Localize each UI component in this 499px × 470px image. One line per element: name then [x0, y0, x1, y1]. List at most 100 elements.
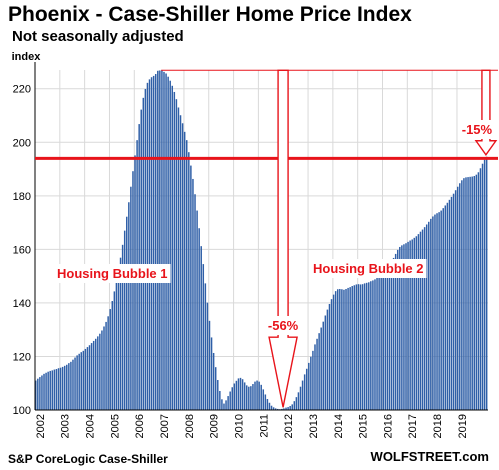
bar [169, 80, 171, 410]
chart-subtitle: Not seasonally adjusted [12, 28, 184, 45]
x-tick-label: 2003 [60, 414, 72, 438]
x-tick-label: 2011 [258, 414, 270, 438]
bar [214, 367, 217, 410]
bar [361, 284, 364, 410]
bar [359, 284, 362, 410]
y-axis-label: index [12, 51, 42, 63]
drop-arrow-2 [474, 69, 498, 156]
bar [479, 168, 482, 410]
bar [250, 386, 252, 410]
bar [227, 396, 229, 410]
annotation-housing-bubble-1: Housing Bubble 1 [57, 266, 168, 281]
bar [181, 123, 184, 411]
bar [190, 165, 192, 410]
bar [334, 291, 337, 410]
bar [59, 367, 62, 410]
bar [448, 199, 451, 410]
bar [266, 399, 269, 410]
bar [254, 381, 256, 410]
bar [161, 70, 163, 411]
bar [97, 336, 99, 410]
bar [343, 289, 345, 410]
bar [351, 286, 353, 410]
bar [328, 303, 331, 410]
bar [347, 287, 349, 410]
x-tick-label: 2010 [233, 414, 245, 438]
bar [386, 268, 389, 410]
bar [53, 369, 56, 410]
bar [425, 224, 428, 410]
bar [152, 75, 155, 410]
bar [260, 384, 262, 410]
y-tick-label: 180 [13, 191, 31, 203]
bar [248, 386, 250, 410]
bar [463, 178, 465, 410]
bar [208, 320, 211, 410]
bar [456, 186, 459, 410]
bar [477, 172, 480, 410]
annotation-drop-1: -56% [268, 318, 299, 333]
y-tick-label: 120 [13, 351, 31, 363]
x-tick-label: 2018 [432, 414, 444, 438]
bar [221, 399, 223, 410]
x-tick-label: 2005 [109, 414, 121, 438]
bar [256, 380, 258, 410]
x-tick-label: 2016 [382, 414, 394, 438]
bar [485, 156, 488, 410]
bar [287, 407, 289, 410]
bar [421, 229, 424, 410]
bar [235, 380, 238, 410]
bar [268, 402, 271, 410]
x-tick-label: 2008 [184, 414, 196, 438]
bar [272, 407, 275, 410]
bar [80, 352, 82, 410]
bar [339, 288, 341, 410]
bar [432, 216, 434, 410]
bar [363, 283, 366, 410]
bar [341, 289, 343, 410]
bar [405, 243, 407, 410]
bar [475, 174, 478, 410]
annotation-housing-bubble-1-bg [54, 264, 171, 283]
bar [150, 77, 153, 411]
bar [430, 218, 432, 410]
bar [210, 337, 213, 410]
bar [186, 140, 188, 411]
bar [107, 316, 109, 410]
bar [401, 245, 403, 410]
bar [140, 109, 142, 411]
bar [237, 378, 240, 410]
bar [173, 91, 176, 410]
bar [78, 353, 80, 410]
bar [345, 288, 347, 410]
bar [154, 74, 157, 410]
bar [39, 377, 41, 410]
bar [428, 221, 430, 410]
x-tick-label: 2012 [283, 414, 295, 438]
bar [47, 371, 49, 410]
bar [202, 264, 205, 410]
annotation-housing-bubble-2-bg [310, 259, 427, 278]
bar [438, 212, 440, 410]
bar [82, 350, 85, 410]
source-credit: S&P CoreLogic Case-Shiller [8, 452, 168, 466]
bar [45, 372, 47, 410]
bar [57, 368, 60, 410]
bar [316, 338, 318, 410]
bar [295, 397, 298, 410]
bar [223, 403, 225, 410]
bar [49, 370, 51, 410]
bar [303, 374, 306, 410]
x-tick-label: 2019 [457, 414, 469, 438]
bar [196, 210, 198, 410]
bar [43, 373, 45, 410]
bar [423, 227, 426, 410]
bar [86, 347, 89, 410]
bar [113, 291, 116, 410]
bar [92, 340, 95, 410]
bar [388, 265, 391, 410]
bar [481, 163, 484, 410]
bar [365, 282, 368, 410]
bar [192, 178, 194, 410]
bar [126, 216, 128, 410]
